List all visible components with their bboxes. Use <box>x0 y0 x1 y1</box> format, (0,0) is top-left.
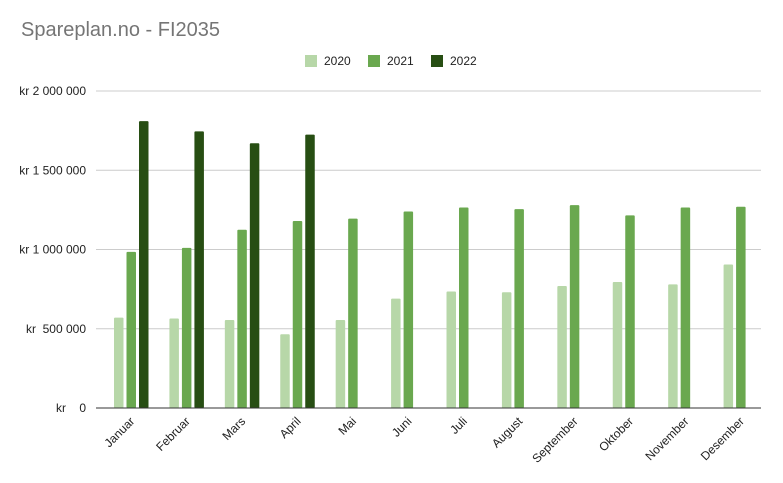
x-tick-label: Desember <box>698 414 747 463</box>
bar-2021 <box>181 247 192 408</box>
legend-swatch-2020 <box>305 55 317 67</box>
bar-2020 <box>723 264 734 408</box>
x-tick-label: April <box>277 414 304 441</box>
bar-2021 <box>680 207 691 408</box>
x-tick-label: August <box>489 414 526 451</box>
bar-2020 <box>668 284 678 408</box>
bar-2020 <box>501 292 512 408</box>
x-tick-label: November <box>642 414 691 463</box>
y-tick-label: kr 1 000 000 <box>19 243 86 257</box>
legend-item-2020[interactable]: 2020 <box>305 54 351 68</box>
bar-2021 <box>403 211 414 408</box>
y-tick-label: kr 1 500 000 <box>19 163 86 177</box>
legend-item-2021[interactable]: 2021 <box>368 54 414 68</box>
bar-2020 <box>114 317 124 408</box>
bar-2020 <box>224 320 235 408</box>
y-tick-label: kr 2 000 000 <box>19 84 86 98</box>
legend-label-2022: 2022 <box>450 54 477 68</box>
bar-2021 <box>514 209 524 408</box>
x-tick-label: Februar <box>153 414 193 454</box>
bar-2020 <box>335 320 346 408</box>
bar-2021 <box>237 229 247 408</box>
bar-2021 <box>459 207 469 408</box>
x-tick-label: Januar <box>102 414 138 450</box>
bar-2021 <box>126 251 136 408</box>
bar-2021 <box>292 220 303 408</box>
bar-2020 <box>446 291 456 408</box>
bar-2022 <box>305 134 315 408</box>
chart-title: Spareplan.no - FI2035 <box>21 19 221 41</box>
bar-2020 <box>169 318 179 408</box>
legend-swatch-2021 <box>368 55 380 67</box>
bar-2020 <box>391 298 401 408</box>
x-tick-label: Juni <box>389 414 414 439</box>
bar-2021 <box>569 205 580 408</box>
x-tick-label: Mars <box>219 414 248 443</box>
y-tick-label: kr 500 000 <box>26 322 86 336</box>
x-tick-label: Mai <box>335 414 359 438</box>
bar-2020 <box>280 334 290 408</box>
bar-2022 <box>139 121 149 409</box>
bar-2020 <box>557 285 567 408</box>
legend-swatch-2022 <box>431 55 443 67</box>
bar-2021 <box>625 215 635 408</box>
legend-item-2022[interactable]: 2022 <box>431 54 477 68</box>
legend-label-2021: 2021 <box>387 54 414 68</box>
bar-2020 <box>612 281 623 408</box>
x-tick-label: Oktober <box>596 414 636 454</box>
legend: 2020 2021 2022 <box>0 54 783 74</box>
y-tick-label: kr 0 <box>56 401 86 415</box>
x-tick-label: Juli <box>447 414 470 437</box>
bar-2021 <box>736 206 746 408</box>
x-tick-label: September <box>529 414 580 465</box>
bar-2022 <box>249 143 260 408</box>
legend-label-2020: 2020 <box>324 54 351 68</box>
bar-2021 <box>348 218 358 408</box>
bar-2022 <box>194 131 204 409</box>
